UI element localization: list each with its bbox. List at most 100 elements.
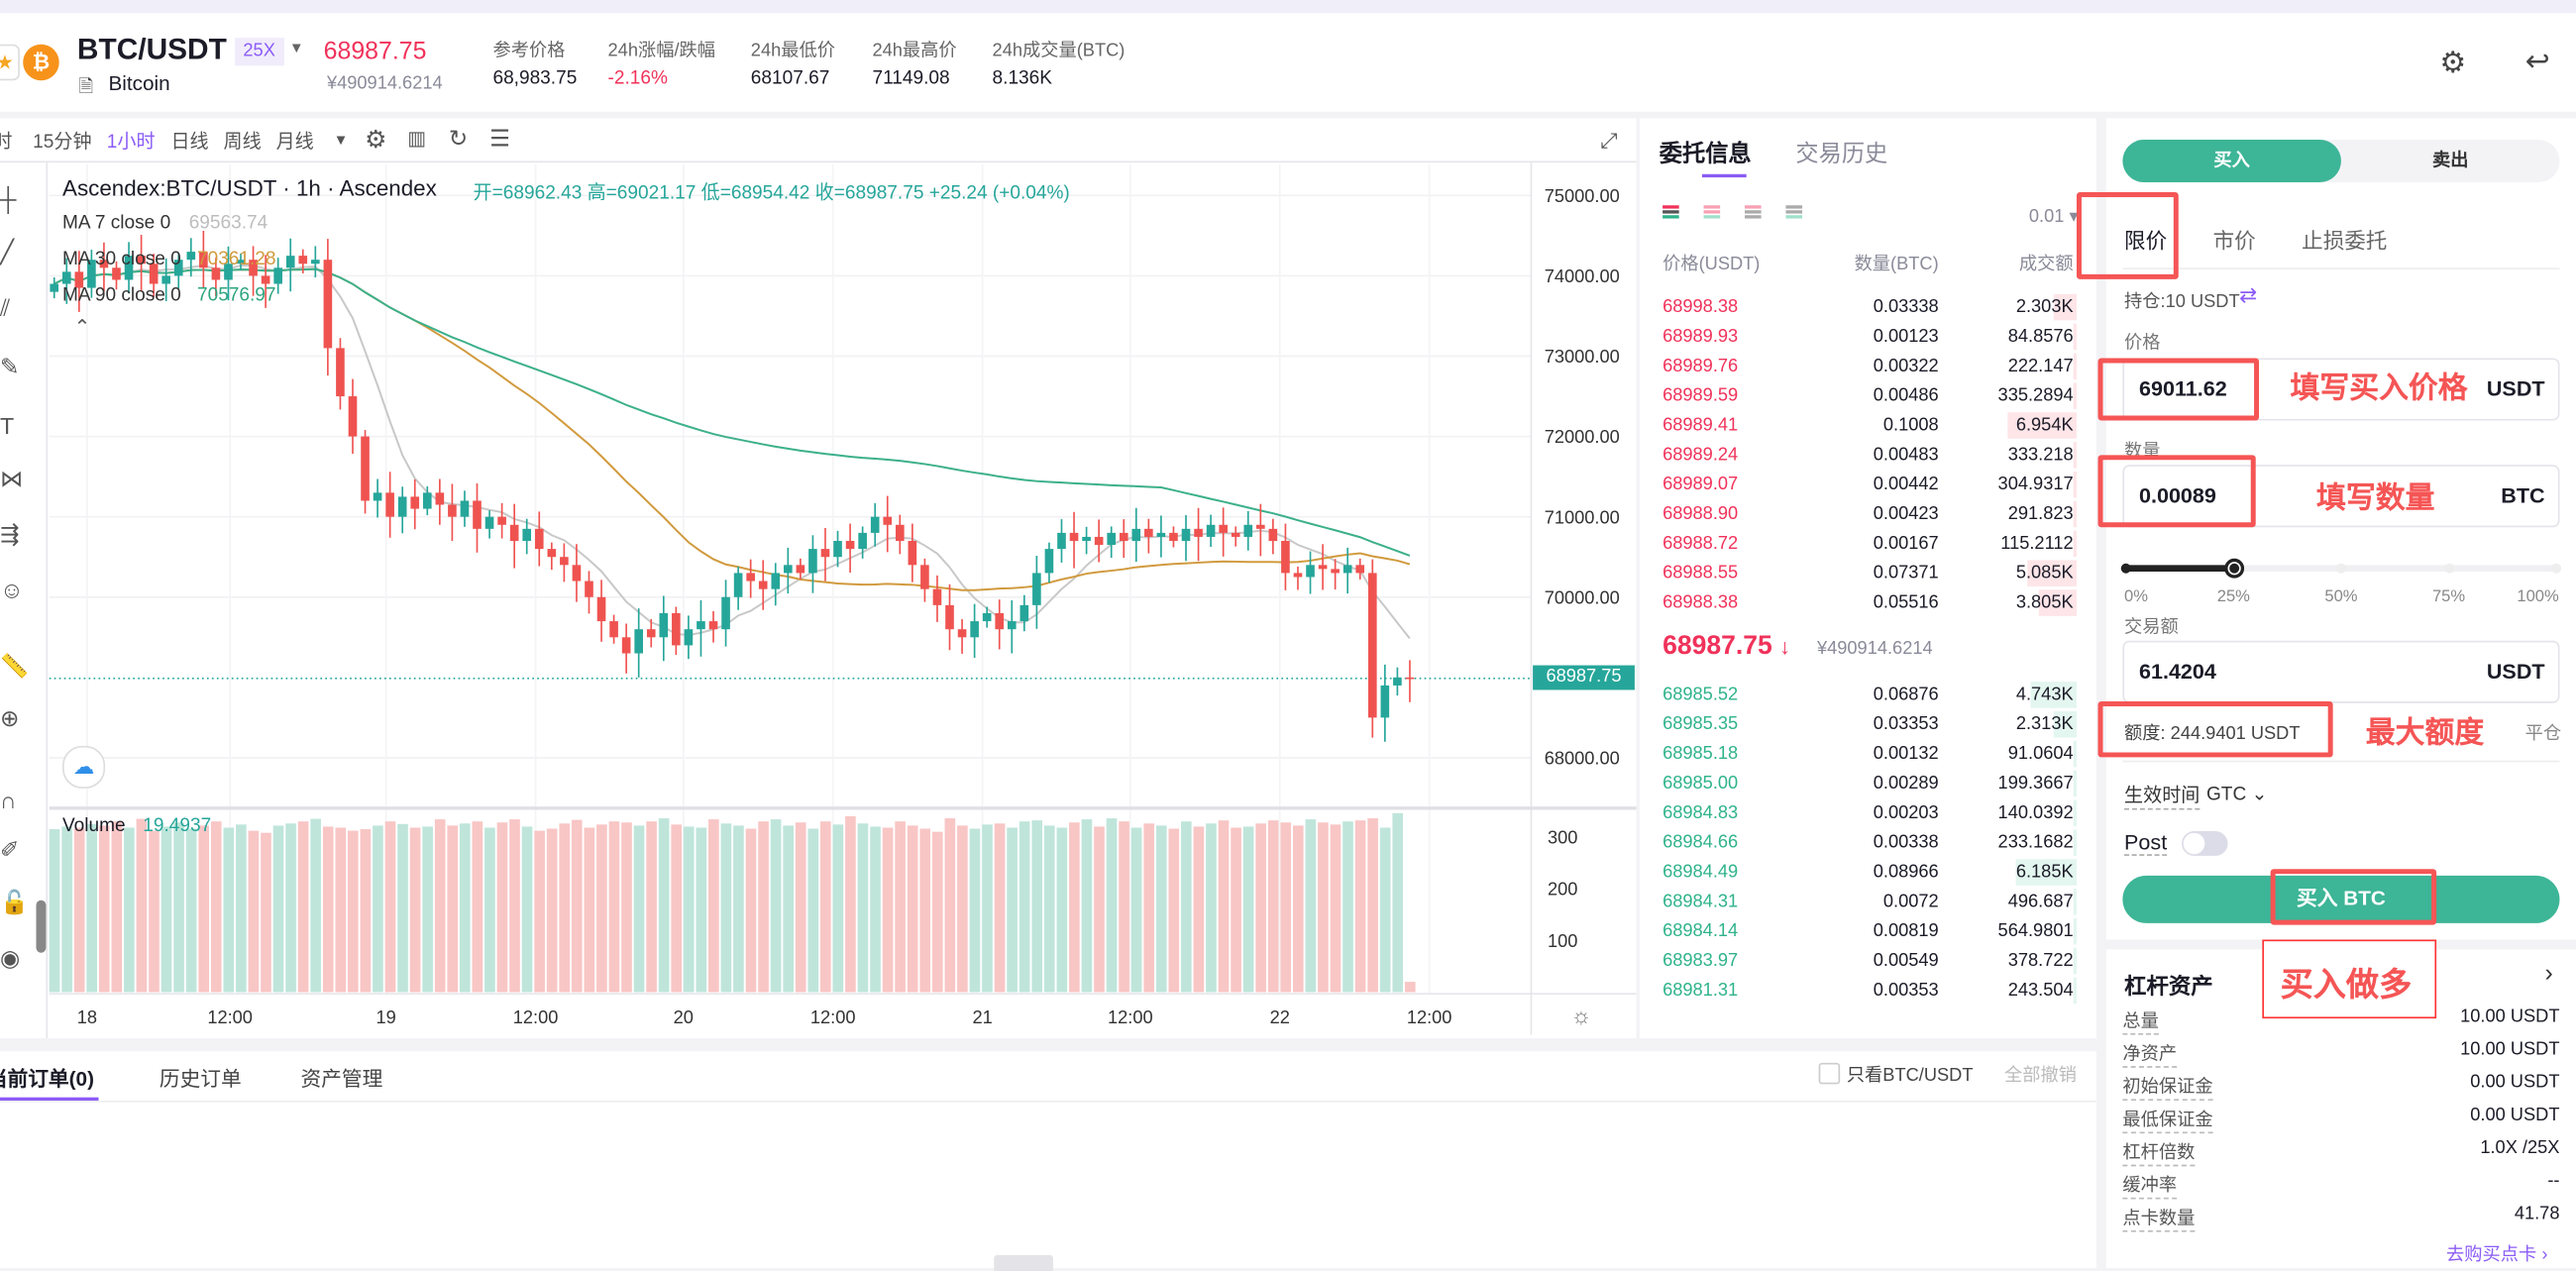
view-split-icon[interactable]	[1703, 205, 1721, 209]
volume-bar	[608, 821, 620, 993]
pair-dropdown-icon[interactable]: ▼	[288, 39, 304, 56]
price-input[interactable]: 69011.62 USDT	[2122, 358, 2560, 421]
amount-input[interactable]: 61.4204 USDT	[2122, 640, 2560, 703]
slider-mark-dot[interactable]	[2443, 563, 2454, 574]
coin-name[interactable]: Bitcoin	[108, 71, 170, 96]
interval-5[interactable]: 月线	[275, 133, 314, 154]
orderbook-row[interactable]: 68985.18 0.00132 91.0604	[1640, 739, 2096, 769]
orderbook-row[interactable]: 68989.93 0.00123 84.8576	[1640, 322, 2096, 352]
view-both-icon[interactable]	[1663, 205, 1679, 209]
candlestick-chart[interactable]: 75000.00 74000.00 73000.00 72000.00 71000.00…	[0, 118, 1637, 1038]
list-icon[interactable]: ☰	[489, 125, 510, 152]
order-type-market[interactable]: 市价	[2212, 228, 2256, 254]
orderbook-row[interactable]: 68985.52 0.06876 4.743K	[1640, 680, 2096, 709]
interval-3[interactable]: 日线	[170, 133, 209, 154]
asset-label: 净资产	[2122, 1040, 2178, 1068]
text-tool-icon[interactable]: T	[0, 412, 15, 439]
zoom-in-icon[interactable]: ⊕	[0, 704, 20, 731]
tab-trade-history[interactable]: 交易历史	[1795, 139, 1888, 166]
orderbook-row[interactable]: 68981.31 0.00353 243.504	[1640, 976, 2096, 1006]
bar-chart-icon[interactable]: ▥	[407, 126, 427, 150]
view-asks-icon[interactable]	[1745, 205, 1762, 209]
lock-icon[interactable]: 🔓	[0, 889, 29, 915]
pair-title[interactable]: BTC/USDT	[76, 33, 227, 66]
time-in-force-select[interactable]: GTC ⌄	[2205, 785, 2268, 805]
candle-body	[1082, 536, 1091, 541]
interval-1[interactable]: 15分钟	[33, 133, 92, 154]
interval-4[interactable]: 周线	[223, 133, 262, 154]
orderbook-row[interactable]: 68989.76 0.00322 222.147	[1640, 352, 2096, 381]
crosshair-icon[interactable]: ┼	[0, 185, 17, 212]
only-this-pair-label[interactable]: 只看BTC/USDT	[1846, 1066, 1974, 1087]
orderbook-row[interactable]: 68988.90 0.00423 291.823	[1640, 499, 2096, 529]
orderbook-row[interactable]: 68985.00 0.00289 199.3667	[1640, 769, 2096, 798]
ma90-line	[54, 267, 1411, 557]
leverage-badge[interactable]: 25X	[235, 38, 284, 66]
fullscreen-icon[interactable]: ⤢	[1600, 128, 1618, 154]
precision-select[interactable]: 0.01 ▾	[2028, 206, 2079, 227]
orderbook-row[interactable]: 68988.38 0.05516 3.805K	[1640, 588, 2096, 618]
orderbook-row[interactable]: 68989.24 0.00483 333.218	[1640, 440, 2096, 470]
order-type-stop[interactable]: 止损委托	[2302, 228, 2388, 254]
slider-mark-dot[interactable]	[2551, 563, 2562, 574]
orderbook-row[interactable]: 68989.41 0.1008 6.954K	[1640, 411, 2096, 441]
more-intervals-dropdown-icon[interactable]: ▼	[333, 131, 349, 149]
orderbook-row[interactable]: 68998.38 0.03338 2.303K	[1640, 292, 2096, 322]
orderbook-row[interactable]: 68989.07 0.00442 304.9317	[1640, 470, 2096, 499]
prediction-icon[interactable]: ⇶	[0, 520, 20, 548]
tab-asset-management[interactable]: 资产管理	[300, 1067, 383, 1092]
post-only-toggle[interactable]	[2182, 831, 2228, 856]
tab-current-orders[interactable]: 当前订单(0)	[0, 1067, 94, 1092]
brush-icon[interactable]: ✎	[0, 353, 20, 380]
interval-0[interactable]: 时	[0, 128, 12, 155]
transfer-icon[interactable]: ⇄	[2239, 282, 2258, 308]
slider-mark-dot[interactable]	[2335, 563, 2346, 574]
order-type-limit[interactable]: 限价	[2124, 228, 2168, 254]
tab-order-info[interactable]: 委托信息	[1659, 139, 1752, 166]
replay-icon[interactable]: ↻	[448, 125, 469, 152]
slider-mark-dot[interactable]	[2228, 563, 2239, 574]
tab-order-history[interactable]: 历史订单	[159, 1067, 242, 1092]
eye-icon[interactable]: ◉	[0, 944, 21, 971]
orderbook-row[interactable]: 68984.66 0.00338 233.1682	[1640, 828, 2096, 858]
back-icon[interactable]: ↩	[2524, 44, 2550, 77]
orderbook-row[interactable]: 68988.55 0.07371 5.085K	[1640, 559, 2096, 588]
fib-icon[interactable]: ⫽	[0, 293, 11, 321]
orderbook-row[interactable]: 68985.35 0.03353 2.313K	[1640, 709, 2096, 739]
toolbar-collapse-handle[interactable]	[36, 900, 47, 953]
quantity-input[interactable]: 0.00089 BTC	[2122, 465, 2560, 528]
collapse-legend-chevron-icon[interactable]: ⌃	[73, 315, 91, 339]
buy-tab[interactable]: 买入	[2122, 139, 2341, 183]
interval-2[interactable]: 1小时	[106, 133, 156, 154]
buy-btc-button[interactable]: 买入 BTC	[2122, 875, 2560, 923]
orderbook-row[interactable]: 68984.49 0.08966 6.185K	[1640, 858, 2096, 888]
stat-value: 68,983.75	[492, 68, 578, 89]
orderbook-row[interactable]: 68989.59 0.00486 335.2894	[1640, 381, 2096, 411]
trend-line-icon[interactable]: ╱	[0, 238, 14, 265]
pattern-icon[interactable]: ⋈	[0, 465, 24, 491]
magnet-icon[interactable]: ∩	[0, 787, 17, 813]
assets-chevron-right-icon[interactable]: ›	[2544, 959, 2553, 988]
favorite-star-icon[interactable]: ★	[0, 44, 20, 81]
lock-drawing-icon[interactable]: ✐	[0, 836, 20, 863]
orderbook-row[interactable]: 68984.14 0.00819 564.9801	[1640, 916, 2096, 946]
sell-tab[interactable]: 卖出	[2431, 151, 2469, 171]
orderbook-row[interactable]: 68983.97 0.00549 378.722	[1640, 946, 2096, 976]
orderbook-row[interactable]: 68984.83 0.00203 140.0392	[1640, 798, 2096, 828]
only-this-pair-checkbox[interactable]	[1818, 1062, 1841, 1085]
view-bids-icon[interactable]	[1785, 205, 1803, 209]
asset-row: 初始保证金 0.00 USDT	[2122, 1073, 2559, 1103]
orderbook-row[interactable]: 68984.31 0.0072 496.687	[1640, 887, 2096, 916]
document-icon[interactable]: 🗎	[78, 76, 94, 97]
chart-settings-icon[interactable]: ☼	[1570, 1002, 1592, 1029]
slider-mark-dot[interactable]	[2120, 563, 2131, 574]
stat-value: -2.16%	[607, 68, 668, 89]
settings-gear-icon[interactable]: ⚙	[2439, 46, 2467, 79]
emoji-icon[interactable]: ☺	[0, 577, 24, 603]
ruler-icon[interactable]: 📏	[0, 652, 29, 679]
close-position-button[interactable]: 平仓	[2524, 724, 2562, 745]
indicator-settings-gear-icon[interactable]: ⚙	[365, 126, 387, 155]
orderbook-row[interactable]: 68988.72 0.00167 115.2112	[1640, 529, 2096, 559]
buy-point-card-link[interactable]: 去购买点卡 ›	[2446, 1244, 2548, 1265]
cancel-all-button[interactable]: 全部撤销	[2004, 1066, 2077, 1087]
